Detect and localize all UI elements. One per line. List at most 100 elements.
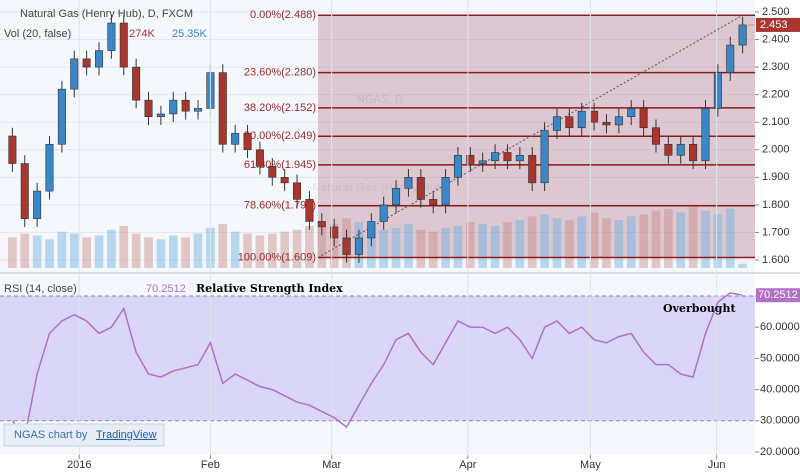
volume-bar: [280, 231, 290, 268]
y-tick-label: 2.300: [762, 61, 790, 73]
y-tick-label: 2.200: [762, 89, 790, 101]
volume-bar: [267, 233, 277, 268]
x-tick-label: Mar: [322, 459, 341, 471]
chart-title: Natural Gas (Henry Hub), D, FXCM: [20, 8, 193, 20]
candle-body: [280, 177, 289, 184]
candle-body: [293, 182, 302, 200]
candle-body: [651, 127, 660, 145]
volume-bar: [131, 233, 141, 268]
candle-body: [317, 221, 326, 228]
volume-bar: [614, 220, 624, 268]
rsi-line: [11, 292, 743, 439]
volume-bar: [366, 225, 376, 268]
volume-bar: [478, 223, 488, 268]
candle-body: [57, 88, 66, 145]
volume-bar: [701, 210, 710, 268]
y-tick-label: 1.600: [762, 254, 790, 266]
volume-bar: [243, 233, 252, 268]
candle-body: [676, 143, 685, 156]
last-price-label: 2.453: [760, 19, 788, 31]
candle-body: [590, 110, 599, 123]
volume-bar: [255, 235, 265, 268]
volume-bar: [552, 218, 562, 268]
x-tick-label: May: [580, 459, 601, 471]
volume-bar: [57, 231, 67, 268]
candle-body: [8, 135, 17, 164]
watermark: NGAS, D: [357, 93, 404, 106]
fib-label: 38.20%(2.152): [244, 102, 316, 114]
candle-body: [342, 237, 351, 255]
candle-body: [528, 154, 537, 184]
volume-bar: [107, 229, 116, 268]
volume-bar: [713, 214, 723, 268]
candle-body: [379, 204, 388, 222]
x-tick-label: 2016: [67, 459, 91, 471]
candle-body: [181, 99, 190, 112]
candle-body: [144, 99, 153, 118]
fib-label: 100.00%(1.609): [238, 251, 316, 263]
volume-bar: [181, 237, 190, 268]
fib-label: 0.00%(2.488): [250, 9, 316, 21]
volume-bar: [515, 220, 525, 268]
candle-body: [639, 108, 648, 129]
candle-body: [602, 121, 611, 126]
volume-bar: [45, 239, 54, 268]
rsi-band: [0, 296, 755, 421]
volume-bar: [416, 229, 426, 268]
volume-bar: [404, 223, 413, 268]
candle-body: [169, 99, 178, 115]
y-tick-label: 2.500: [762, 6, 790, 18]
candle-body: [404, 177, 413, 189]
candle-body: [95, 50, 104, 68]
candle-body: [701, 108, 710, 162]
candle-body: [70, 58, 79, 90]
volume-bar: [639, 214, 648, 268]
candle-body: [565, 116, 574, 129]
volume-bar: [540, 214, 549, 268]
volume-bar: [20, 233, 30, 268]
volume-bar: [589, 212, 599, 268]
candle-body: [330, 226, 339, 239]
rsi-last-tag: [756, 288, 800, 303]
fib-label: 78.60%(1.797): [244, 200, 316, 212]
candle-body: [354, 237, 363, 255]
candle-body: [478, 160, 487, 164]
volume-bar: [119, 225, 129, 268]
last-price-tag: [756, 17, 800, 32]
candle-body: [194, 108, 203, 112]
candle-body: [614, 116, 623, 126]
fib-label: 61.80%(1.945): [244, 159, 316, 171]
volume-bar: [651, 210, 661, 268]
volume-bar: [317, 227, 327, 268]
rsi-annotation: Relative Strength Index: [196, 282, 343, 295]
volume-value: 2.274K: [120, 28, 156, 40]
volume-bar: [503, 222, 512, 268]
volume-bar: [453, 225, 463, 268]
candle-body: [515, 154, 524, 162]
fib-trend-line: [317, 14, 743, 258]
candle-body: [268, 166, 277, 178]
candle-body: [664, 143, 673, 156]
candle-body: [429, 199, 438, 206]
volume-bar: [32, 235, 42, 268]
y-tick-label: 2.100: [762, 116, 790, 128]
candle-body: [305, 199, 314, 222]
volume-bar: [676, 212, 686, 268]
y-tick-label: 2.000: [762, 144, 790, 156]
volume-bar: [688, 204, 698, 268]
candle-body: [552, 116, 561, 131]
attribution-box: [3, 423, 165, 447]
rsi-value: 70.2512: [146, 283, 186, 295]
volume-bar: [428, 231, 438, 268]
volume-bar: [230, 231, 240, 268]
y-tick-label: 30.0000: [760, 415, 800, 427]
candle-body: [33, 190, 42, 219]
candle-body: [466, 154, 475, 164]
volume-bar: [168, 235, 178, 268]
volume-bar: [94, 235, 104, 268]
attribution-link[interactable]: TradingView: [96, 429, 157, 441]
volume-bar: [292, 229, 302, 268]
volume-bar: [305, 225, 314, 268]
candle-body: [231, 132, 240, 145]
